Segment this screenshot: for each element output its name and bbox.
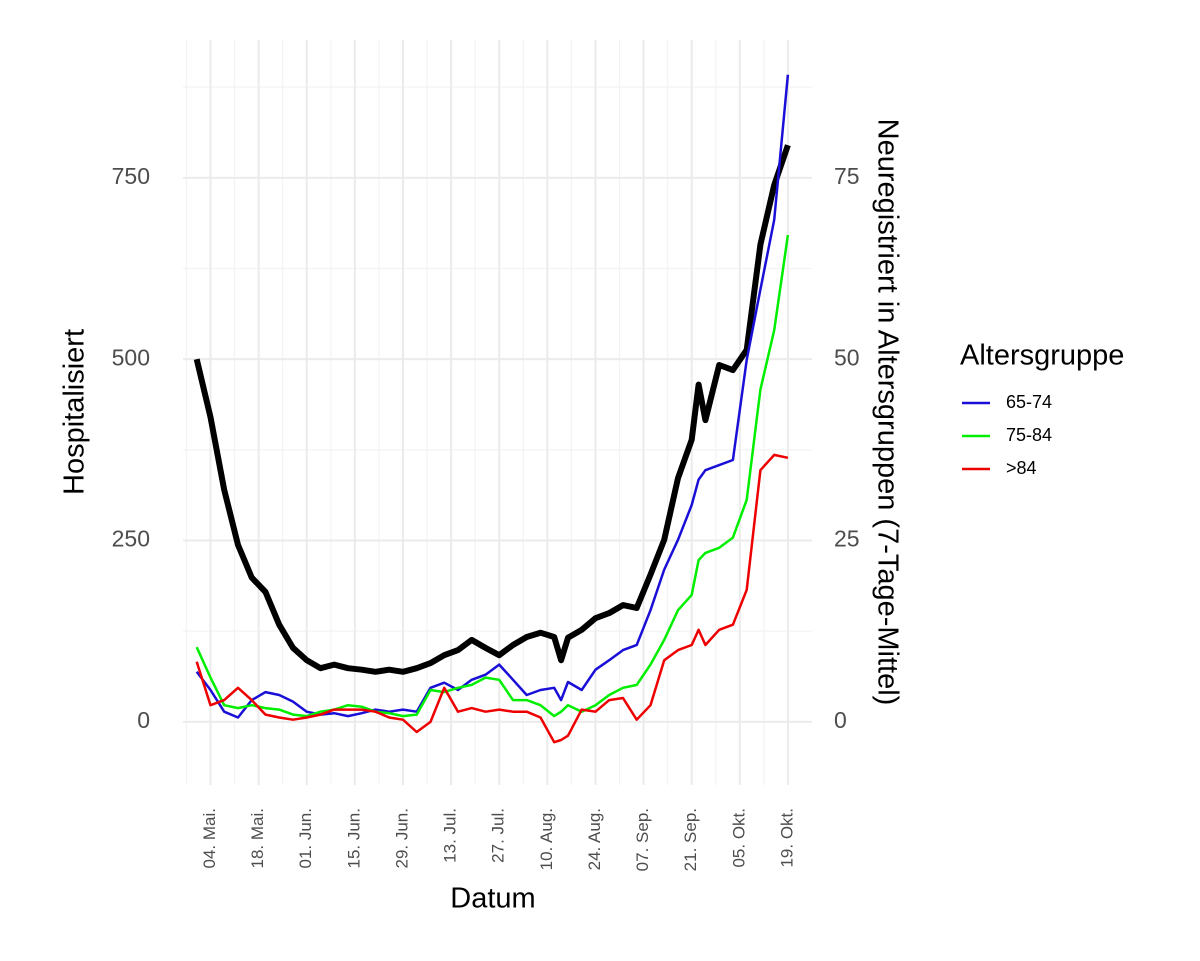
x-tick-label: 19. Okt. (777, 808, 796, 868)
x-tick-label: 24. Aug. (585, 808, 604, 870)
x-tick-label: 27. Jul. (489, 808, 508, 863)
y-tick-label: 0 (137, 707, 150, 733)
y-axis-title: Hospitalisiert (59, 329, 91, 495)
x-tick-label: 10. Aug. (537, 808, 556, 870)
y2-tick-label: 75 (834, 163, 860, 189)
y-tick-label: 250 (112, 526, 150, 552)
series-line (193, 144, 791, 675)
y-tick-label: 500 (112, 344, 150, 370)
y2-tick-label: 0 (834, 707, 847, 733)
x-axis-title: Datum (450, 883, 535, 915)
legend-label: 65-74 (1006, 392, 1052, 412)
x-tick-label: 05. Okt. (729, 808, 748, 868)
x-tick-label: 15. Jun. (344, 808, 363, 869)
series-line (195, 453, 789, 744)
legend-label: 75-84 (1006, 425, 1052, 445)
y2-tick-label: 50 (834, 344, 860, 370)
x-tick-label: 13. Jul. (441, 808, 460, 863)
series-line (195, 74, 790, 719)
series-line (195, 234, 790, 718)
x-tick-label: 18. Mai. (248, 808, 267, 868)
legend-title: Altersgruppe (960, 340, 1124, 372)
x-tick-label: 01. Jun. (296, 808, 315, 869)
x-tick-label: 07. Sep. (633, 808, 652, 871)
y2-axis-title: Neuregistriert in Altersgruppen (7-Tage-… (871, 119, 903, 706)
y2-tick-label: 25 (834, 526, 860, 552)
legend-label: >84 (1006, 458, 1037, 478)
x-tick-label: 29. Jun. (392, 808, 411, 869)
x-tick-label: 04. Mai. (200, 808, 219, 868)
y-tick-label: 750 (112, 163, 150, 189)
x-tick-label: 21. Sep. (681, 808, 700, 871)
